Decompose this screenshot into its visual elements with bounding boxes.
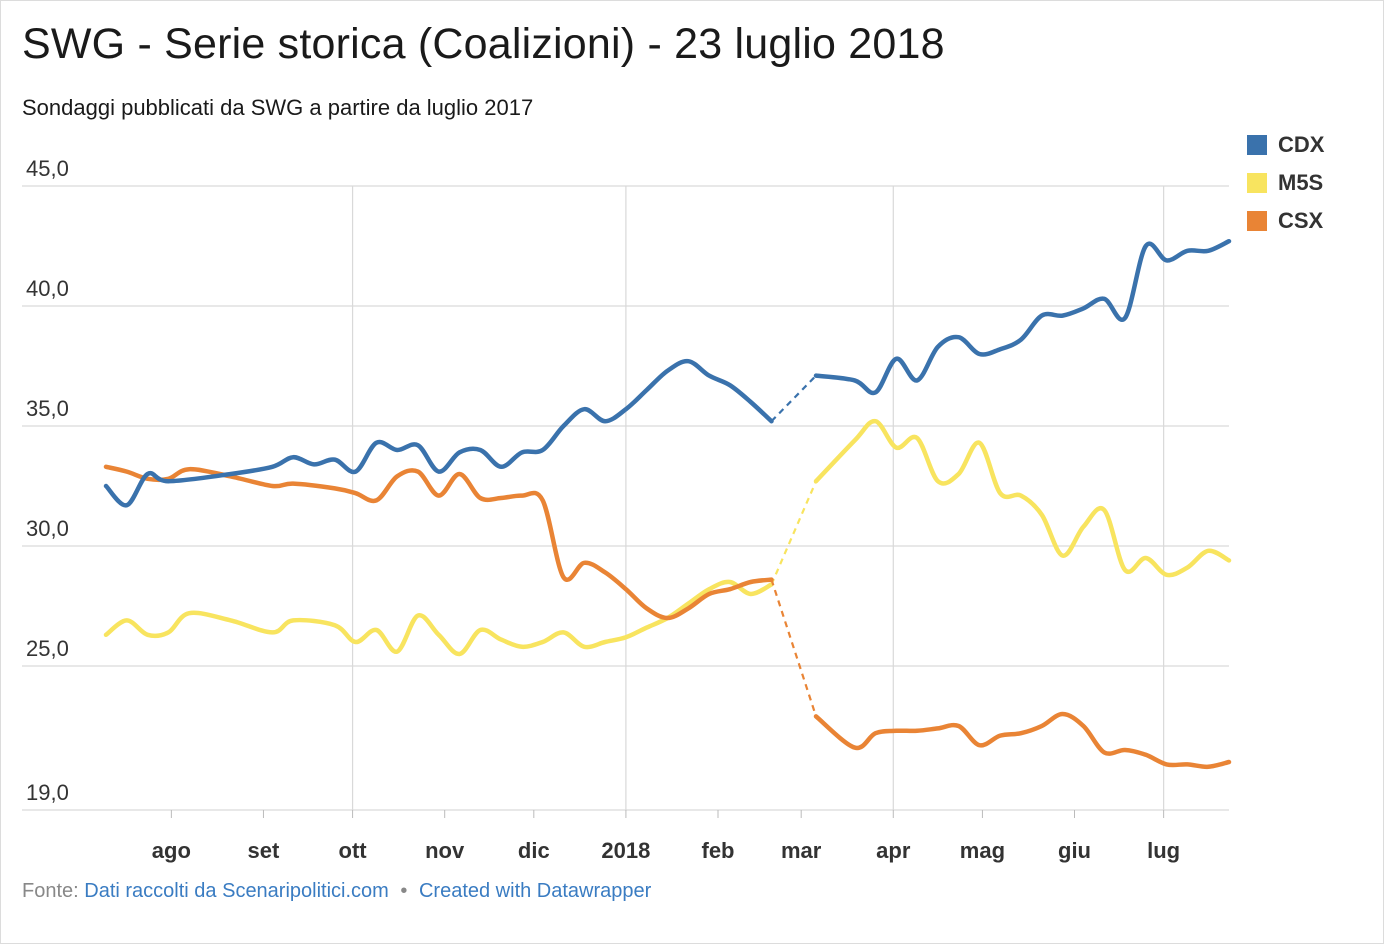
y-tick-label: 19,0 xyxy=(26,780,69,805)
series-line-csx-2017 xyxy=(103,464,774,621)
legend: CDX M5S CSX xyxy=(1247,126,1324,240)
x-tick-label: 2018 xyxy=(601,838,650,863)
legend-label-csx: CSX xyxy=(1278,208,1324,233)
legend-item-m5s[interactable]: M5S xyxy=(1247,164,1324,202)
legend-swatch-m5s xyxy=(1247,173,1267,193)
x-tick-label: mag xyxy=(960,838,1005,863)
series-gap-cdx xyxy=(770,374,817,422)
x-tick-label: giu xyxy=(1058,838,1091,863)
datawrapper-link[interactable]: Created with Datawrapper xyxy=(418,880,652,902)
legend-label-cdx: CDX xyxy=(1278,132,1325,157)
y-tick-label: 25,0 xyxy=(26,636,69,661)
legend-swatch-cdx xyxy=(1247,135,1267,155)
x-tick-label: mar xyxy=(781,838,822,863)
y-tick-label: 35,0 xyxy=(26,396,69,421)
series-line-cdx-2018 xyxy=(813,238,1232,396)
footer-separator: • xyxy=(400,880,408,902)
legend-item-cdx[interactable]: CDX xyxy=(1247,126,1324,164)
footer: Fonte: Dati raccolti da Scenaripolitici.… xyxy=(22,880,651,903)
series-gap-m5s xyxy=(770,480,818,585)
x-tick-label: feb xyxy=(702,838,735,863)
y-tick-label: 45,0 xyxy=(26,156,69,181)
footer-prefix: Fonte: xyxy=(22,880,79,902)
chart-title: SWG - Serie storica (Coalizioni) - 23 lu… xyxy=(22,20,945,68)
legend-item-csx[interactable]: CSX xyxy=(1247,202,1324,240)
legend-label-m5s: M5S xyxy=(1278,170,1324,195)
x-tick-label: apr xyxy=(876,838,911,863)
source-link[interactable]: Dati raccolti da Scenaripolitici.com xyxy=(84,880,389,902)
x-tick-label: nov xyxy=(425,838,465,863)
x-tick-label: ott xyxy=(339,838,368,863)
series-line-m5s-2018 xyxy=(813,418,1232,578)
chart-subtitle: Sondaggi pubblicati da SWG a partire da … xyxy=(22,95,534,120)
y-tick-label: 30,0 xyxy=(26,516,69,541)
series-line-cdx-2017 xyxy=(103,358,774,508)
series-gap-csx xyxy=(770,579,818,717)
x-tick-label: ago xyxy=(152,838,191,863)
y-tick-label: 40,0 xyxy=(26,276,69,301)
x-tick-label: dic xyxy=(518,838,550,863)
x-tick-label: lug xyxy=(1147,838,1180,863)
legend-swatch-csx xyxy=(1247,211,1267,231)
series-line-csx-2018 xyxy=(813,711,1232,770)
x-tick-label: set xyxy=(248,838,280,863)
